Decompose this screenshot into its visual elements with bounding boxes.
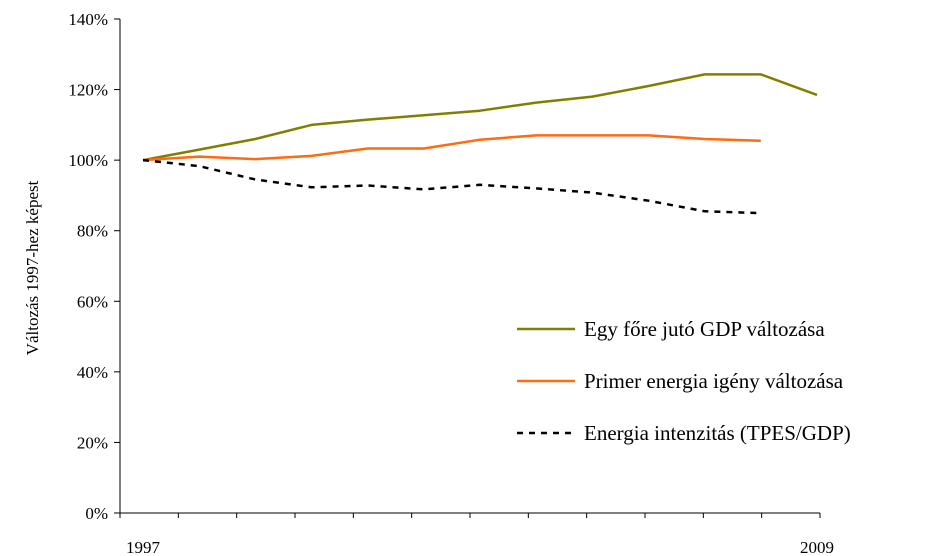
y-tick-label: 40% <box>77 363 108 382</box>
y-tick-label: 100% <box>68 151 108 170</box>
x-axis-ticks: 1997 2009 <box>119 513 834 556</box>
x-tick-label: 2009 <box>800 538 834 556</box>
y-axis-title: Változás 1997-hez képest <box>23 180 42 355</box>
y-tick-label: 20% <box>77 433 108 452</box>
y-tick-label: 120% <box>68 81 108 100</box>
y-tick-label: 80% <box>77 222 108 241</box>
series-line-2 <box>142 134 761 162</box>
legend: Egy főre jutó GDP változása Primer energi… <box>517 317 851 445</box>
legend-label-1: Egy főre jutó GDP változása <box>584 317 825 341</box>
series-line-3 <box>142 158 761 215</box>
x-tick-label: 1997 <box>126 538 161 556</box>
legend-label-2: Primer energia igény változása <box>584 369 844 393</box>
y-tick-label: 140% <box>68 10 108 29</box>
legend-label-3: Energia intenzitás (TPES/GDP) <box>584 421 851 445</box>
series-lines <box>142 73 818 215</box>
series-line-1 <box>142 73 818 162</box>
y-tick-label: 60% <box>77 292 108 311</box>
y-tick-label: 0% <box>85 504 108 523</box>
y-axis-ticks: 0% 20% 40% 60% 80% 100% 120% 140% <box>68 10 120 523</box>
